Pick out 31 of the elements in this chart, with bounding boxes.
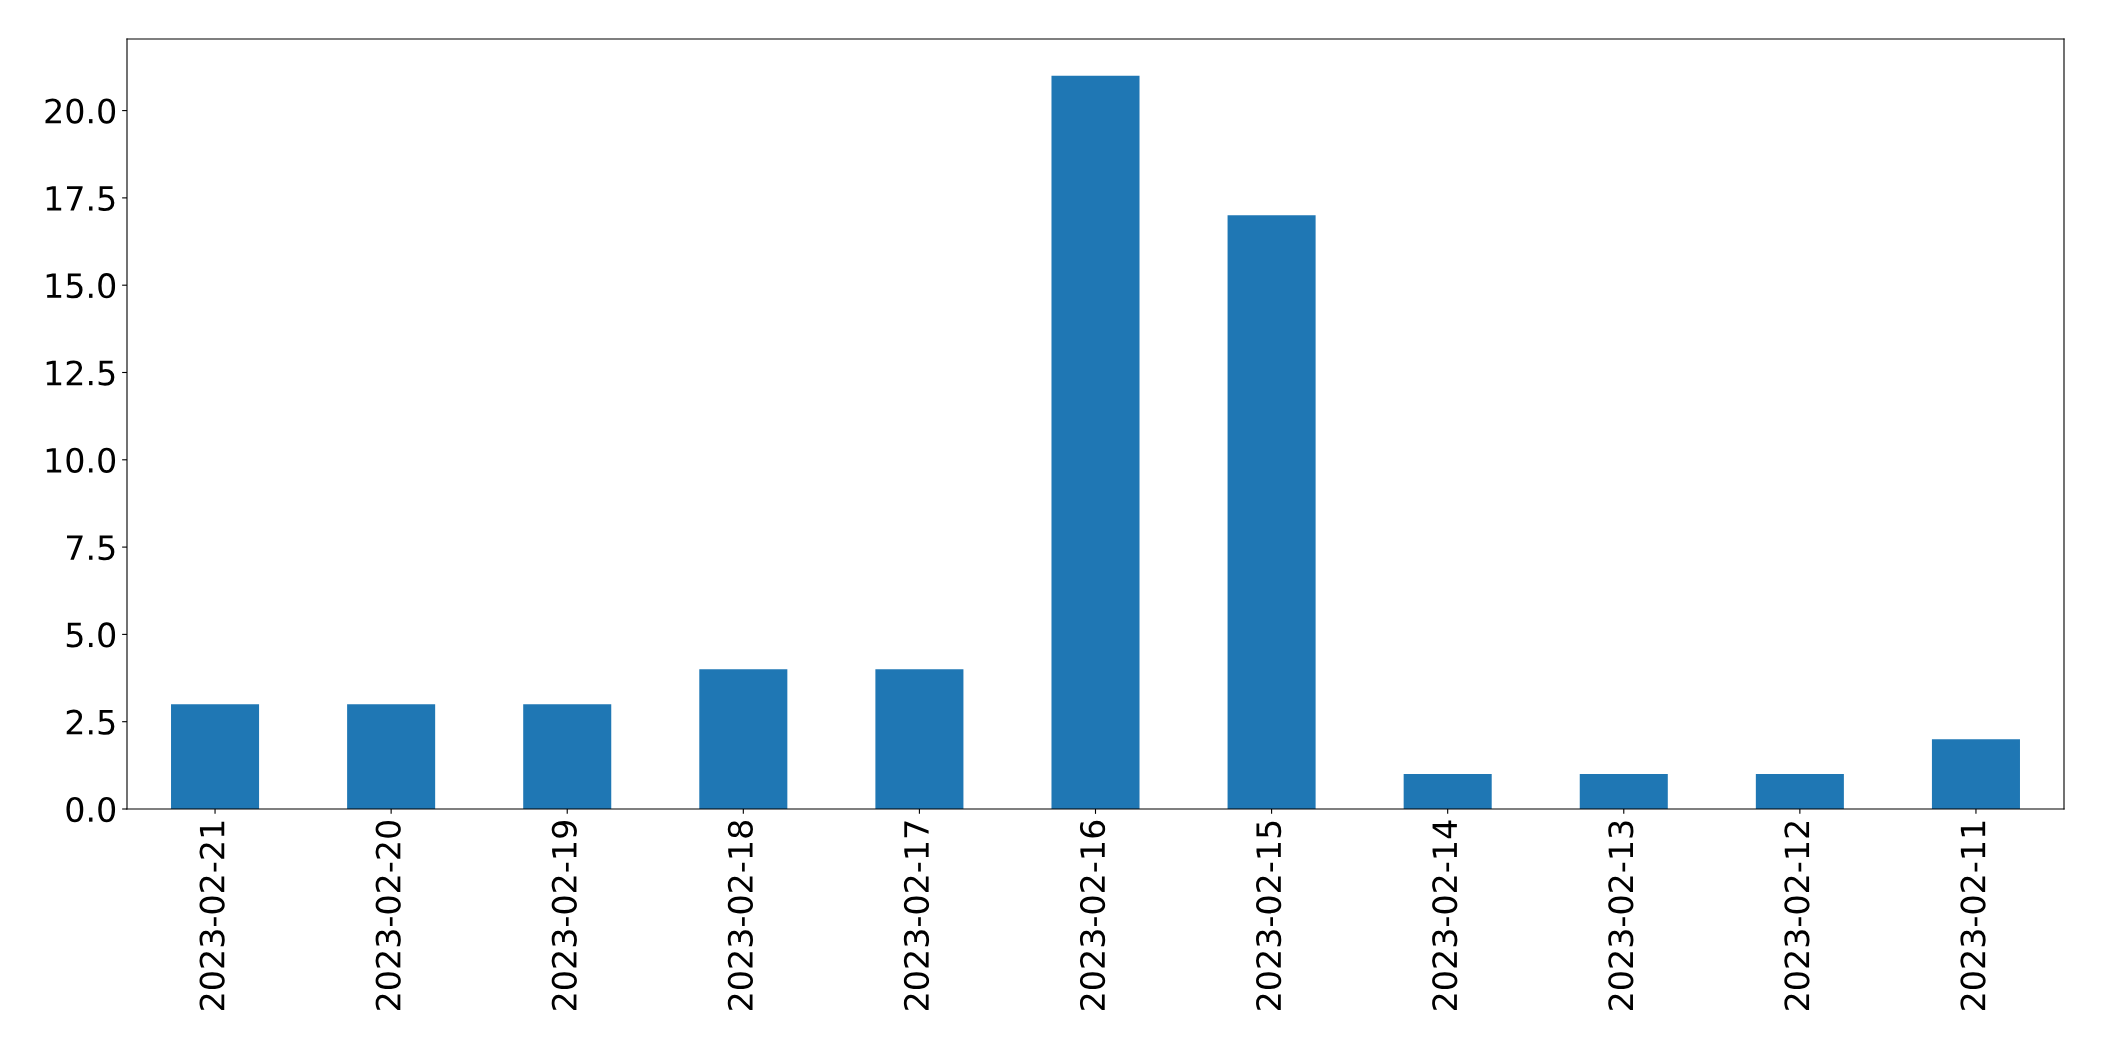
y-tick-label: 10.0 xyxy=(46,447,116,473)
bar xyxy=(1931,739,2020,809)
y-tick-label: 7.5 xyxy=(67,535,115,561)
x-tick-label: 2023-02-21 xyxy=(199,821,225,1010)
x-tick-label: 2023-02-19 xyxy=(551,821,577,1010)
x-tick-label: 2023-02-17 xyxy=(903,821,930,1010)
y-tick-label: 20.0 xyxy=(45,98,116,124)
x-tick-label: 2023-02-13 xyxy=(1608,821,1634,1010)
bar xyxy=(1051,75,1140,809)
x-tick-label: 2023-02-20 xyxy=(375,820,401,1010)
y-tick-label: 0.0 xyxy=(66,796,116,823)
x-tick-label: 2023-02-16 xyxy=(1079,820,1106,1010)
bar xyxy=(1403,774,1492,809)
bar xyxy=(875,669,964,809)
x-tick-label: 2023-02-14 xyxy=(1432,820,1458,1010)
bar xyxy=(523,704,612,809)
y-tick-label: 17.5 xyxy=(46,186,115,212)
x-tick-label: 2023-02-18 xyxy=(727,821,753,1010)
y-tick-label: 12.5 xyxy=(46,360,115,386)
bar xyxy=(347,704,436,809)
bar xyxy=(1755,774,1844,809)
y-tick-label: 5.0 xyxy=(66,622,116,648)
bar xyxy=(699,669,788,809)
bar xyxy=(1227,215,1316,809)
x-tick-label: 2023-02-11 xyxy=(1960,821,1986,1010)
x-tick-label: 2023-02-12 xyxy=(1784,822,1810,1010)
bar xyxy=(1579,774,1668,809)
y-tick-label: 15.0 xyxy=(46,273,116,299)
x-tick-label: 2023-02-15 xyxy=(1256,821,1282,1010)
y-tick-label: 2.5 xyxy=(66,709,115,735)
bar xyxy=(171,704,260,809)
